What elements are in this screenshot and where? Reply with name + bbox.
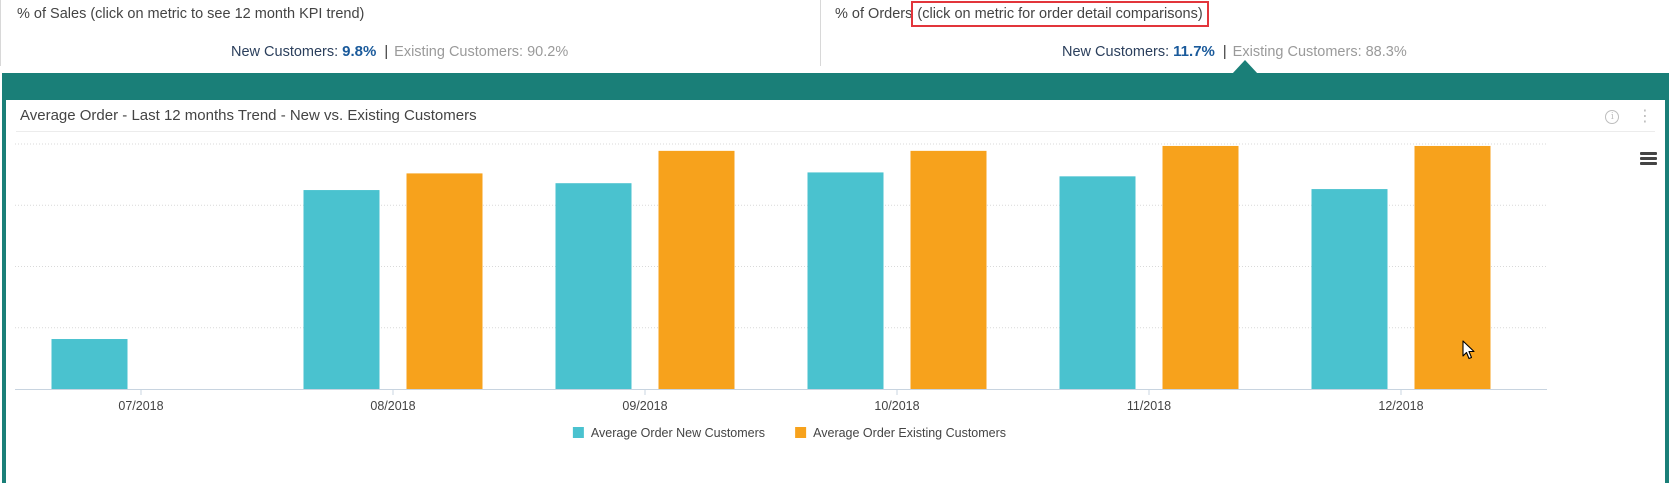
- x-tick-label: 09/2018: [622, 399, 667, 413]
- sales-kpi-title-hint: (click on metric to see 12 month KPI tre…: [90, 6, 365, 22]
- selected-kpi-pointer: [1232, 60, 1258, 74]
- bar-new-0: [51, 339, 128, 389]
- bar-existing-1: [406, 173, 483, 389]
- bar-new-3: [807, 172, 884, 389]
- sales-kpi-title: % of Sales (click on metric to see 12 mo…: [17, 6, 364, 22]
- card-toolbar: i ⋮: [1605, 108, 1653, 124]
- x-tick-label: 10/2018: [874, 399, 919, 413]
- bar-new-5: [1311, 189, 1388, 389]
- x-tick-label: 07/2018: [118, 399, 163, 413]
- x-tick-label: 12/2018: [1378, 399, 1423, 413]
- orders-new-customers-value[interactable]: 11.7%: [1173, 43, 1215, 60]
- sales-kpi-title-main: % of Sales: [17, 6, 91, 22]
- bar-existing-5: [1414, 145, 1491, 389]
- orders-new-customers-label: New Customers:: [1062, 44, 1170, 60]
- legend-label-0: Average Order New Customers: [591, 426, 765, 440]
- orders-metric-separator: |: [1222, 44, 1227, 60]
- orders-kpi-title-main: % of Orders: [835, 6, 917, 22]
- orders-kpi-title-hint: (click on metric for order detail compar…: [911, 1, 1209, 27]
- bar-new-2: [555, 183, 632, 389]
- bar-existing-3: [910, 150, 987, 389]
- orders-kpi-metrics: New Customers: 11.7% | Existing Customers: 8…: [1062, 43, 1407, 60]
- bar-new-1: [303, 190, 380, 389]
- x-tick-label: 08/2018: [370, 399, 415, 413]
- sales-existing-customers-label: Existing Customers:: [394, 44, 524, 60]
- vertical-ellipsis-icon[interactable]: ⋮: [1637, 107, 1653, 125]
- bar-existing-4: [1162, 145, 1239, 389]
- bar-existing-2: [658, 150, 735, 389]
- card-divider: [16, 131, 1655, 132]
- bar-chart: 07/2018 08/2018 09/2018 10/2018 11/2018 12/20…: [15, 143, 1547, 440]
- sales-new-customers-label: New Customers:: [231, 44, 339, 60]
- legend-label-1: Average Order Existing Customers: [813, 426, 1006, 440]
- mouse-cursor-icon: [1462, 340, 1475, 360]
- chart-title: Average Order - Last 12 months Trend - N…: [20, 107, 477, 124]
- x-tick-label: 11/2018: [1127, 399, 1171, 413]
- kpi-header: % of Sales (click on metric to see 12 mo…: [0, 0, 1671, 74]
- orders-kpi-panel: % of Orders (click on metric for order d…: [820, 0, 1671, 66]
- hamburger-menu-icon[interactable]: [1640, 152, 1657, 167]
- sales-kpi-metrics: New Customers: 9.8% | Existing Customers: 90…: [231, 43, 568, 60]
- sales-kpi-panel: % of Sales (click on metric to see 12 mo…: [0, 0, 821, 66]
- sales-metric-separator: |: [384, 44, 389, 60]
- orders-existing-customers-label: Existing Customers:: [1232, 44, 1362, 60]
- legend-swatch-0: [572, 427, 584, 438]
- bar-new-4: [1059, 176, 1136, 389]
- orders-existing-customers-value[interactable]: 88.3%: [1365, 44, 1407, 60]
- sales-existing-customers-value[interactable]: 90.2%: [527, 44, 569, 60]
- sales-new-customers-value[interactable]: 9.8%: [342, 43, 377, 60]
- chart-card: Average Order - Last 12 months Trend - N…: [6, 100, 1665, 483]
- info-icon[interactable]: i: [1605, 109, 1620, 124]
- orders-kpi-title: % of Orders (click on metric for order d…: [835, 1, 1209, 27]
- legend-swatch-1: [795, 427, 807, 438]
